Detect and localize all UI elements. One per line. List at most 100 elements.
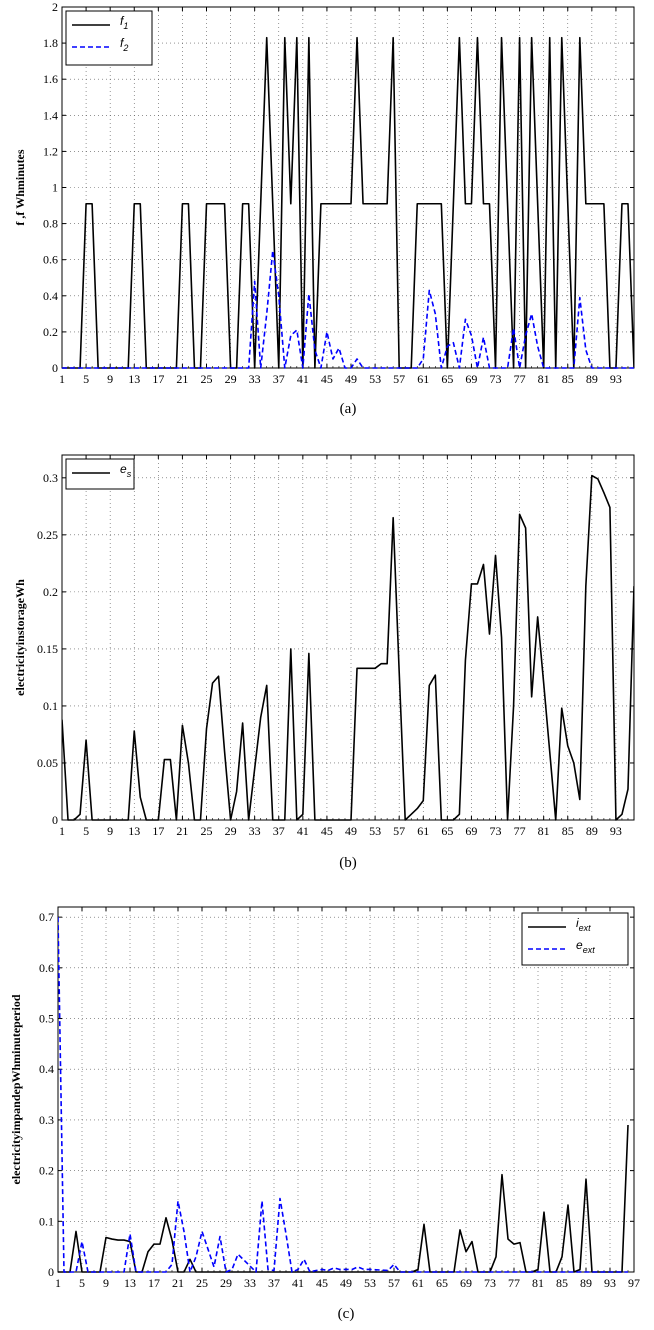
x-tick-label: 17: [152, 824, 164, 838]
x-tick-label: 61: [417, 824, 429, 838]
x-tick-label: 17: [152, 372, 164, 386]
x-tick-label: 45: [316, 1276, 328, 1290]
legend-box: [65, 458, 135, 490]
x-tick-label: 1: [55, 1276, 61, 1290]
x-tick-label: 89: [580, 1276, 592, 1290]
x-tick-label: 41: [292, 1276, 304, 1290]
y-tick-label: 0.05: [37, 756, 58, 770]
x-tick-label: 25: [196, 1276, 208, 1290]
x-tick-label: 41: [297, 824, 309, 838]
x-tick-label: 13: [124, 1276, 136, 1290]
legend: iext eext: [521, 912, 629, 966]
y-tick-label: 0: [52, 361, 58, 375]
x-tick-label: 29: [225, 824, 237, 838]
chart-panel-c: 1 5 9 13 17 21 25 29 33 37 41 45 49 53 57 61 65 69 73 77 81 8…: [9, 906, 640, 1322]
x-tick-label: 9: [107, 824, 113, 838]
x-tick-label: 21: [172, 1276, 184, 1290]
legend-entry: eext: [576, 938, 595, 955]
x-tick-label: 85: [562, 824, 574, 838]
series-line-f-1: [62, 36, 634, 369]
legend: es: [65, 458, 135, 490]
x-tick-label: 97: [628, 1276, 640, 1290]
y-tick-label: 0.6: [43, 253, 58, 267]
y-tick-label: 2: [52, 0, 58, 14]
x-tick-label: 57: [393, 372, 405, 386]
y-tick-label: 0.2: [43, 325, 58, 339]
x-tick-label: 69: [465, 372, 477, 386]
series-line-e-ext: [58, 917, 628, 1273]
x-tick-label: 73: [490, 372, 502, 386]
x-tick-label: 69: [465, 824, 477, 838]
y-tick-label: 0.15: [37, 642, 58, 656]
x-tick-label: 77: [508, 1276, 520, 1290]
legend-entry: f1: [120, 14, 128, 31]
x-tick-label: 21: [176, 372, 188, 386]
y-tick-label: 0.4: [43, 289, 58, 303]
x-tick-label: 33: [244, 1276, 256, 1290]
panel-caption: (a): [340, 401, 357, 417]
legend-box: [521, 912, 629, 966]
x-tick-label: 37: [273, 372, 285, 386]
x-tick-label: 17: [148, 1276, 160, 1290]
y-tick-label: 1.2: [43, 144, 58, 158]
y-tick-label: 0: [48, 1265, 54, 1279]
x-tick-label: 53: [369, 824, 381, 838]
x-tick-label: 33: [249, 824, 261, 838]
x-tick-label: 65: [441, 824, 453, 838]
y-tick-label: 0.4: [39, 1062, 54, 1076]
y-tick-label: 1.4: [43, 108, 58, 122]
plot-frame: [61, 454, 635, 821]
legend-entry: f2: [120, 36, 128, 53]
x-tick-label: 9: [107, 372, 113, 386]
x-tick-label: 13: [128, 824, 140, 838]
y-axis-label: f ,f Whminutes: [13, 149, 27, 225]
x-tick-label: 29: [220, 1276, 232, 1290]
x-tick-label: 33: [249, 372, 261, 386]
y-tick-label: 1.6: [43, 72, 58, 86]
y-tick-label: 0.8: [43, 217, 58, 231]
legend-entry: es: [120, 462, 132, 479]
x-tick-label: 25: [201, 824, 213, 838]
x-tick-label: 5: [83, 372, 89, 386]
series-line-e-s: [62, 474, 634, 821]
x-tick-label: 61: [417, 372, 429, 386]
x-tick-label: 37: [273, 824, 285, 838]
x-tick-label: 93: [610, 372, 622, 386]
y-tick-label: 0.25: [37, 528, 58, 542]
x-tick-label: 81: [538, 824, 550, 838]
x-tick-label: 81: [538, 372, 550, 386]
x-tick-label: 49: [340, 1276, 352, 1290]
x-tick-label: 69: [460, 1276, 472, 1290]
panel-caption: (b): [339, 855, 357, 871]
x-tick-label: 65: [436, 1276, 448, 1290]
x-tick-label: 1: [59, 372, 65, 386]
x-tick-label: 93: [604, 1276, 616, 1290]
y-axis-label: electricityimpandepWhminuteperiod: [9, 994, 23, 1184]
series-line-i-ext: [58, 1124, 629, 1273]
x-tick-label: 37: [268, 1276, 280, 1290]
x-tick-label: 53: [364, 1276, 376, 1290]
x-tick-label: 49: [345, 824, 357, 838]
x-tick-label: 57: [388, 1276, 400, 1290]
y-tick-label: 0.2: [39, 1164, 54, 1178]
x-tick-label: 61: [412, 1276, 424, 1290]
chart-panel-b: 1 5 9 13 17 21 25 29 33 37 41 45 49 53 57 61 65 69 73 77 81 8…: [13, 454, 635, 871]
x-tick-label: 77: [514, 372, 526, 386]
y-tick-label: 0.1: [43, 699, 58, 713]
x-tick-label: 21: [176, 824, 188, 838]
x-tick-label: 89: [586, 372, 598, 386]
y-tick-label: 0: [52, 813, 58, 827]
x-tick-label: 85: [562, 372, 574, 386]
chart-panel-a: 1 5 9 13 17 21 25 29 33 37 41 45 49 53 57 61 65 69 73 77 81 8…: [13, 0, 635, 417]
legend-entry: iext: [576, 916, 591, 933]
y-tick-label: 0.7: [39, 910, 54, 924]
y-tick-label: 0.5: [39, 1012, 54, 1026]
x-tick-label: 89: [586, 824, 598, 838]
x-tick-label: 57: [393, 824, 405, 838]
x-tick-label: 29: [225, 372, 237, 386]
x-tick-label: 5: [79, 1276, 85, 1290]
x-tick-label: 25: [201, 372, 213, 386]
x-tick-label: 85: [556, 1276, 568, 1290]
